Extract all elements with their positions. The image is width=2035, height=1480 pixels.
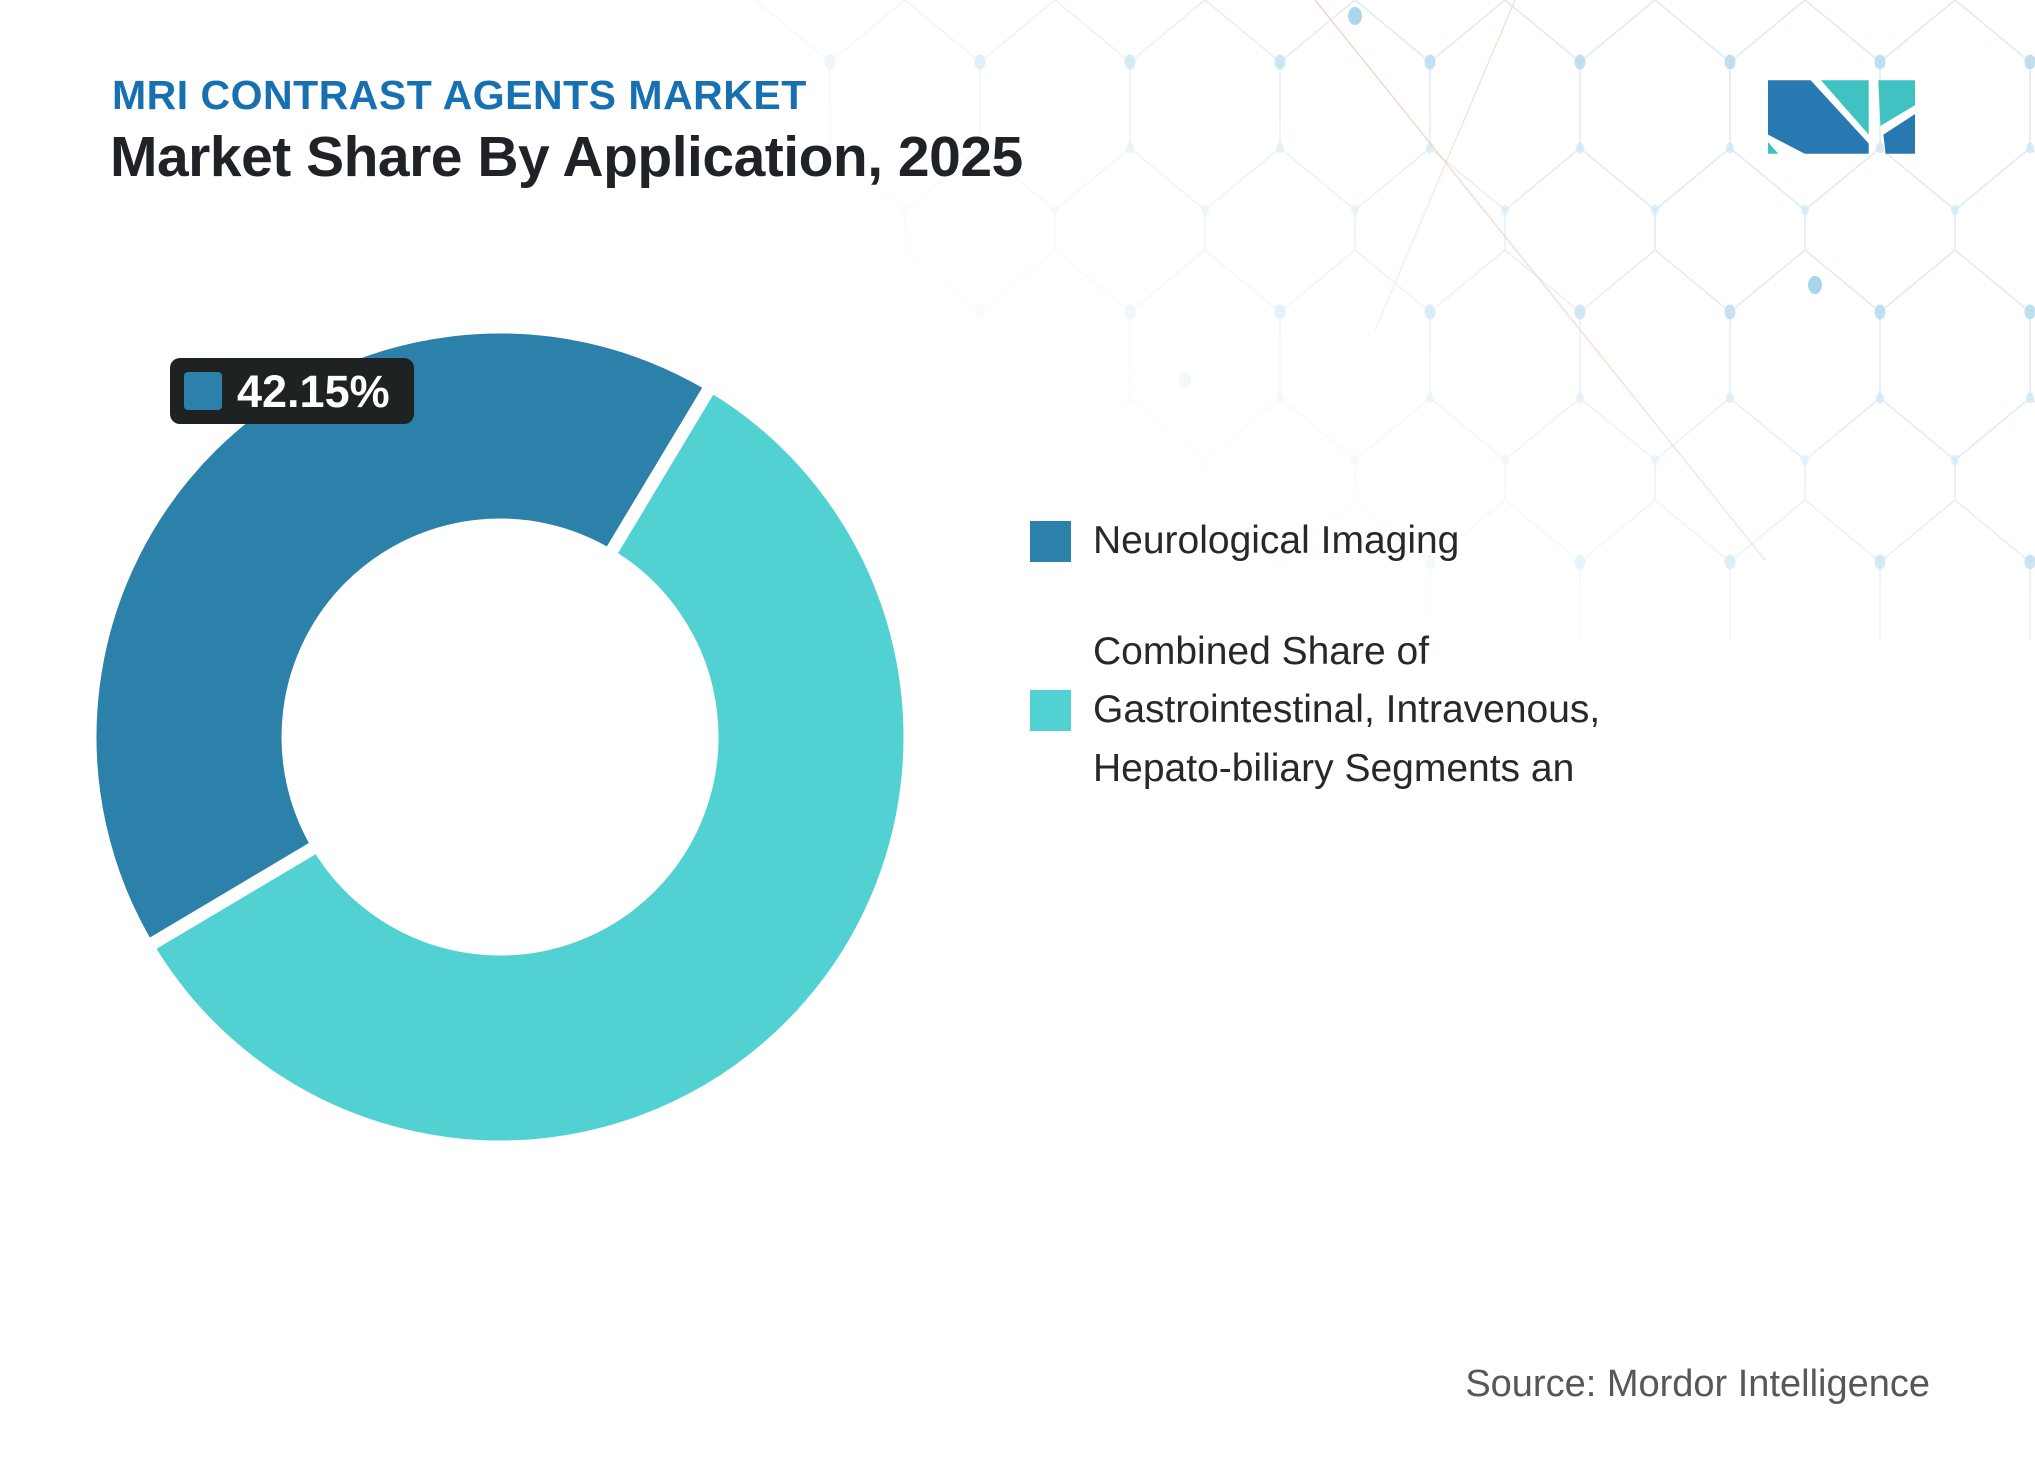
page-title: Market Share By Application, 2025 — [110, 125, 1023, 189]
source-attribution: Source: Mordor Intelligence — [1465, 1363, 1930, 1405]
donut-slice-neurological[interactable] — [83, 320, 721, 956]
mordor-intelligence-logo — [1768, 80, 1915, 154]
legend-swatch-neurological — [1030, 520, 1071, 562]
legend-label: Combined Share of Gastrointestinal, Intr… — [1093, 629, 1601, 790]
legend-item-combined[interactable]: Combined Share of Gastrointestinal, Intr… — [1030, 623, 1690, 799]
legend-swatch-combined — [1030, 689, 1071, 731]
data-label-swatch — [184, 372, 222, 410]
legend-label: Neurological Imaging — [1093, 519, 1460, 562]
legend-item-neurological[interactable]: Neurological Imaging — [1030, 512, 1690, 571]
data-label-neurological: 42.15% — [170, 358, 414, 424]
donut-slice-combined[interactable] — [138, 376, 917, 1154]
data-label-value: 42.15% — [237, 365, 390, 417]
legend: Neurological Imaging Combined Share of G… — [1030, 512, 1690, 850]
report-name: MRI CONTRAST AGENTS MARKET — [112, 72, 807, 118]
logo-m-mark — [1768, 80, 1915, 154]
donut-chart — [80, 317, 920, 1157]
